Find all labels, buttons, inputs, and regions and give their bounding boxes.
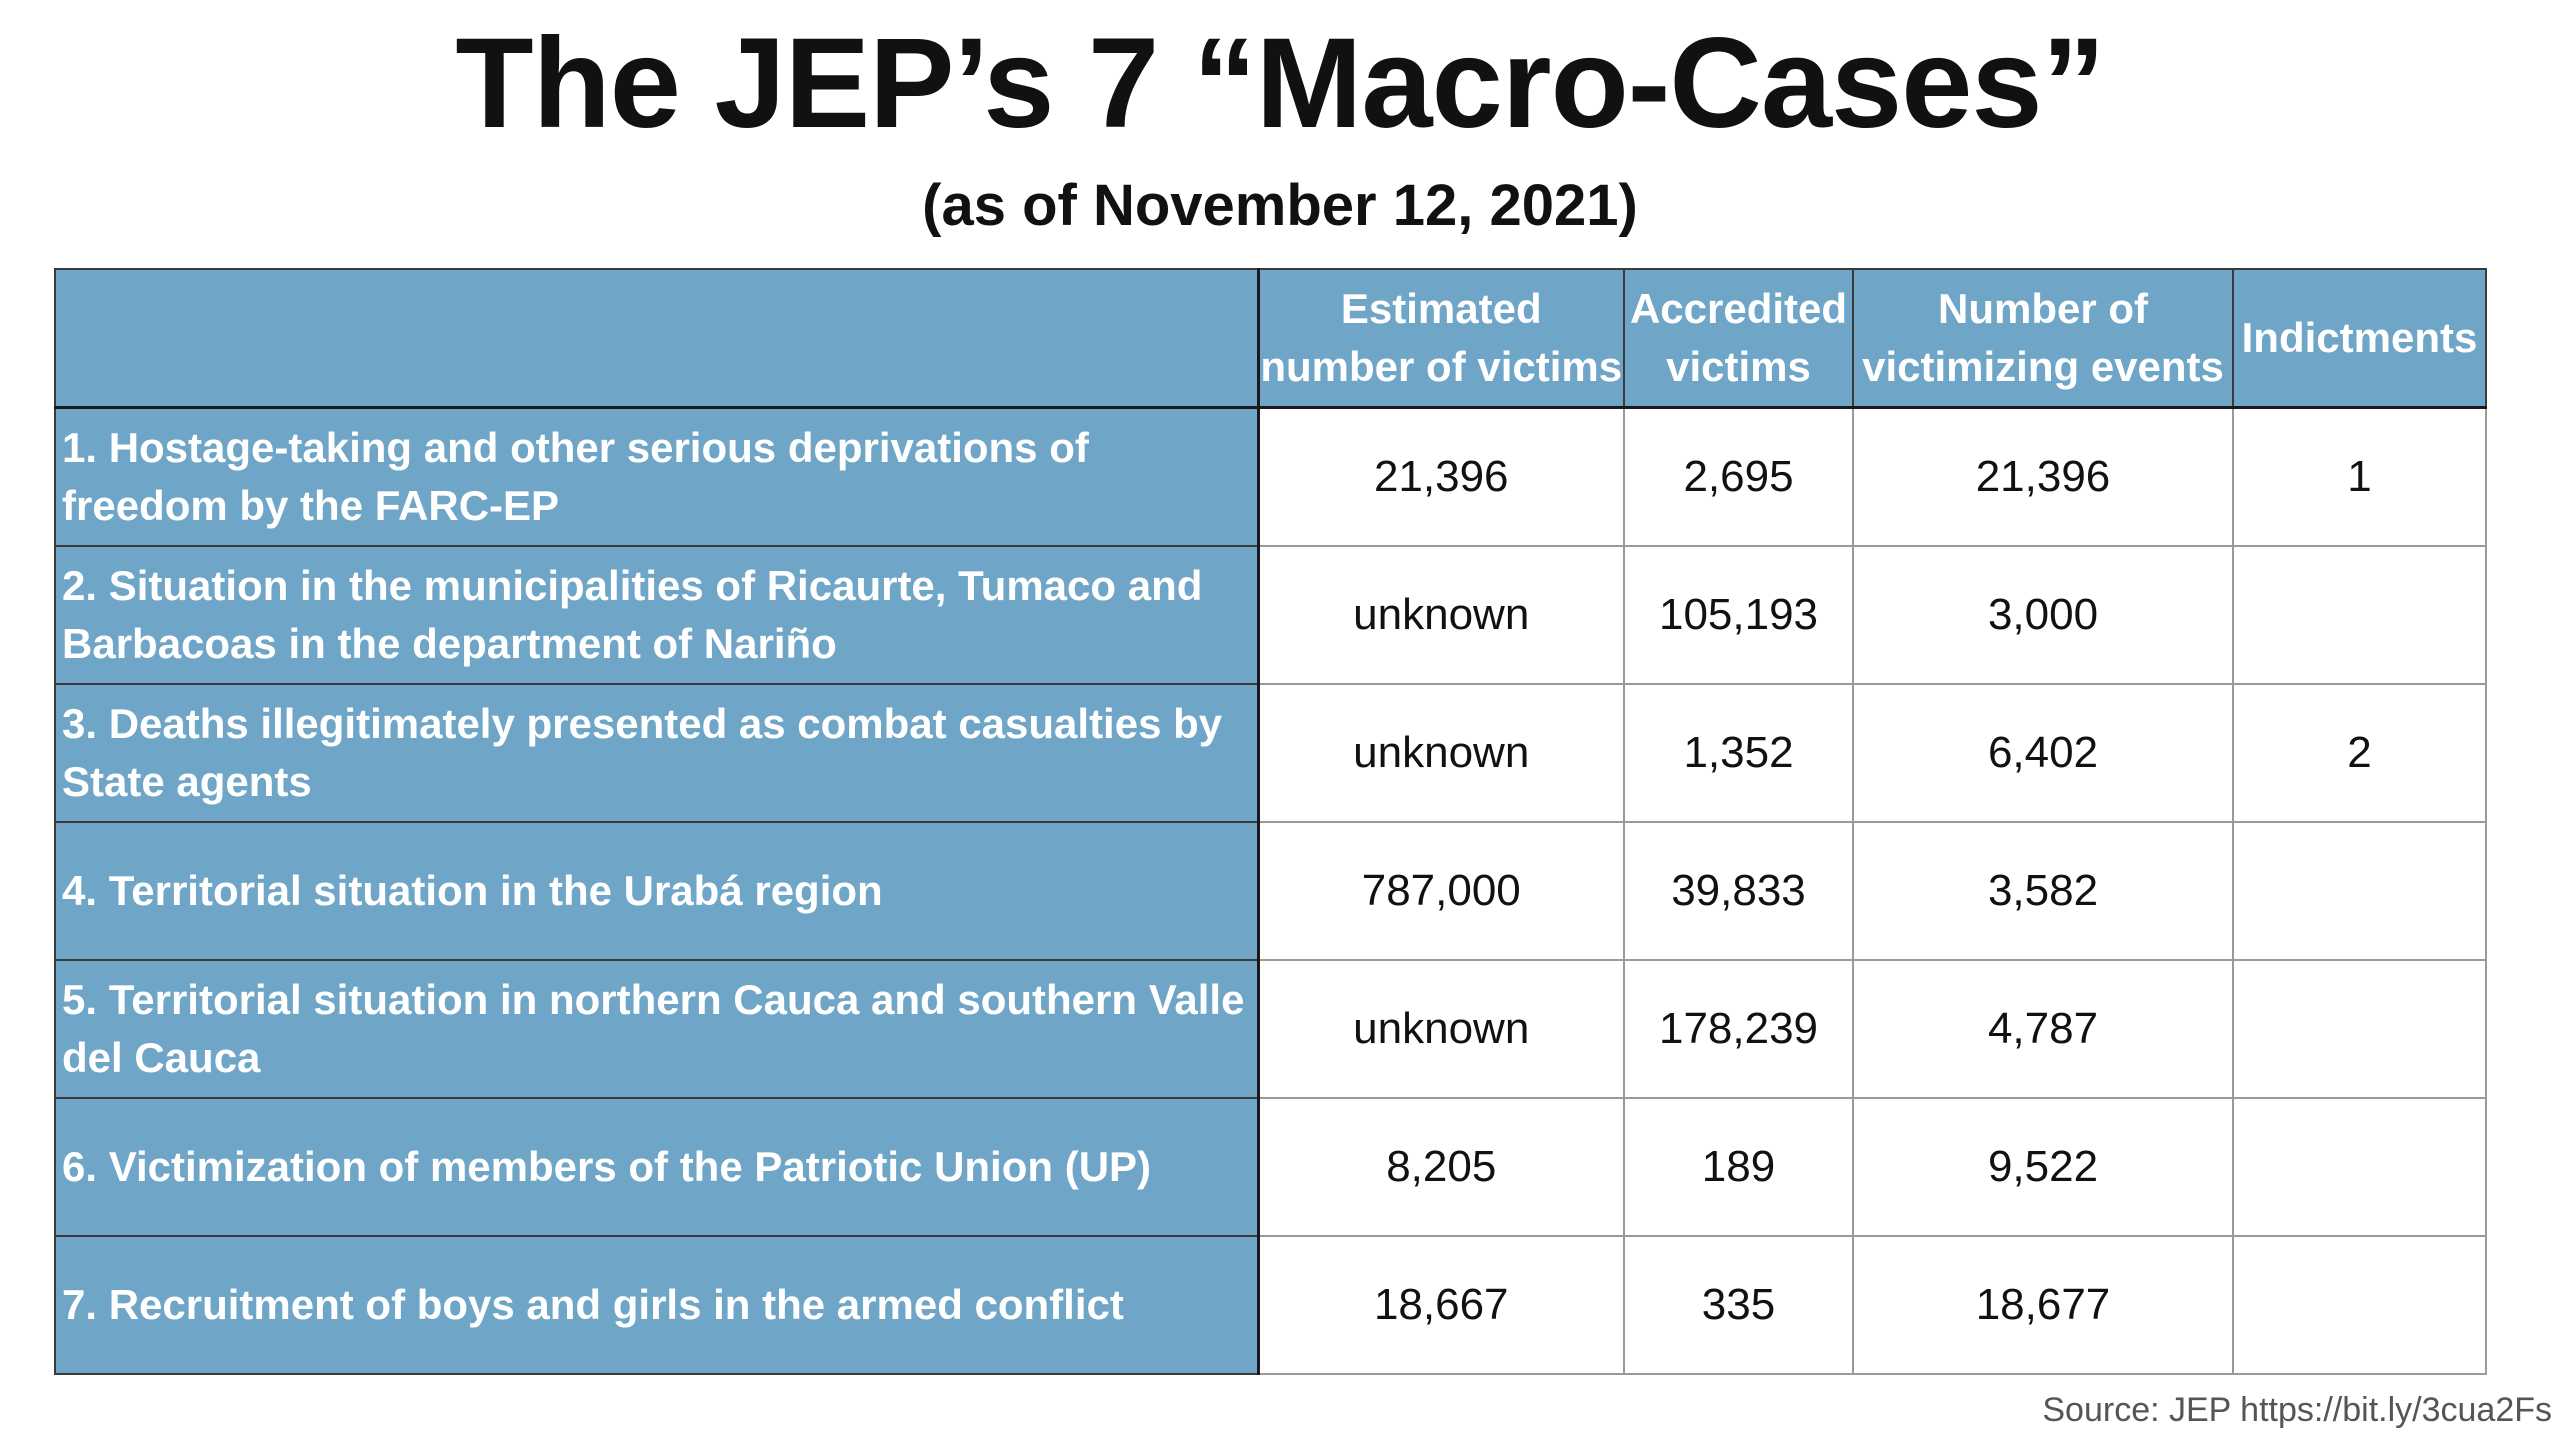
cell-victimizing-events: 18,677 [1852, 1234, 2234, 1375]
cell-estimated-victims: unknown [1257, 544, 1625, 685]
cell-victimizing-events: 9,522 [1852, 1096, 2234, 1237]
header-cell-estimated-victims: Estimated number of victims [1257, 268, 1625, 409]
table-row: 5. Territorial situation in northern Cau… [54, 958, 2487, 1099]
table-row: 1. Hostage-taking and other serious depr… [54, 406, 2487, 547]
cell-accredited-victims: 105,193 [1623, 544, 1854, 685]
cell-accredited-victims: 2,695 [1623, 406, 1854, 547]
cell-indictments [2232, 958, 2487, 1099]
cell-accredited-victims: 189 [1623, 1096, 1854, 1237]
cell-case-name: 1. Hostage-taking and other serious depr… [54, 406, 1260, 547]
macro-cases-table: Estimated number of victims Accredited v… [54, 268, 2487, 1375]
table-row: 3. Deaths illegitimately presented as co… [54, 682, 2487, 823]
page-subtitle: (as of November 12, 2021) [922, 173, 1638, 238]
cell-estimated-victims: 21,396 [1257, 406, 1625, 547]
header-cell-accredited-victims: Accredited victims [1623, 268, 1854, 409]
table-row: 6. Victimization of members of the Patri… [54, 1096, 2487, 1237]
cell-estimated-victims: 8,205 [1257, 1096, 1625, 1237]
cell-victimizing-events: 6,402 [1852, 682, 2234, 823]
header-cell-case [54, 268, 1260, 409]
cell-estimated-victims: unknown [1257, 682, 1625, 823]
cell-indictments [2232, 1096, 2487, 1237]
cell-accredited-victims: 178,239 [1623, 958, 1854, 1099]
cell-estimated-victims: 18,667 [1257, 1234, 1625, 1375]
cell-case-name: 5. Territorial situation in northern Cau… [54, 958, 1260, 1099]
page-title: The JEP’s 7 “Macro-Cases” [455, 12, 2105, 155]
cell-case-name: 6. Victimization of members of the Patri… [54, 1096, 1260, 1237]
cell-indictments [2232, 1234, 2487, 1375]
cell-victimizing-events: 4,787 [1852, 958, 2234, 1099]
table-row: 2. Situation in the municipalities of Ri… [54, 544, 2487, 685]
cell-indictments [2232, 544, 2487, 685]
cell-estimated-victims: 787,000 [1257, 820, 1625, 961]
cell-case-name: 3. Deaths illegitimately presented as co… [54, 682, 1260, 823]
cell-estimated-victims: unknown [1257, 958, 1625, 1099]
table-row: 7. Recruitment of boys and girls in the … [54, 1234, 2487, 1375]
cell-accredited-victims: 1,352 [1623, 682, 1854, 823]
cell-victimizing-events: 3,582 [1852, 820, 2234, 961]
cell-indictments: 1 [2232, 406, 2487, 547]
table-row: 4. Territorial situation in the Urabá re… [54, 820, 2487, 961]
cell-accredited-victims: 335 [1623, 1234, 1854, 1375]
table-body: 1. Hostage-taking and other serious depr… [54, 406, 2487, 1375]
table-header-row: Estimated number of victims Accredited v… [54, 268, 2487, 409]
cell-indictments: 2 [2232, 682, 2487, 823]
cell-case-name: 2. Situation in the municipalities of Ri… [54, 544, 1260, 685]
cell-accredited-victims: 39,833 [1623, 820, 1854, 961]
cell-case-name: 4. Territorial situation in the Urabá re… [54, 820, 1260, 961]
cell-victimizing-events: 21,396 [1852, 406, 2234, 547]
cell-case-name: 7. Recruitment of boys and girls in the … [54, 1234, 1260, 1375]
cell-victimizing-events: 3,000 [1852, 544, 2234, 685]
source-note: Source: JEP https://bit.ly/3cua2Fs [2042, 1391, 2552, 1429]
header-cell-victimizing-events: Number of victimizing events [1852, 268, 2234, 409]
header-cell-indictments: Indictments [2232, 268, 2487, 409]
cell-indictments [2232, 820, 2487, 961]
